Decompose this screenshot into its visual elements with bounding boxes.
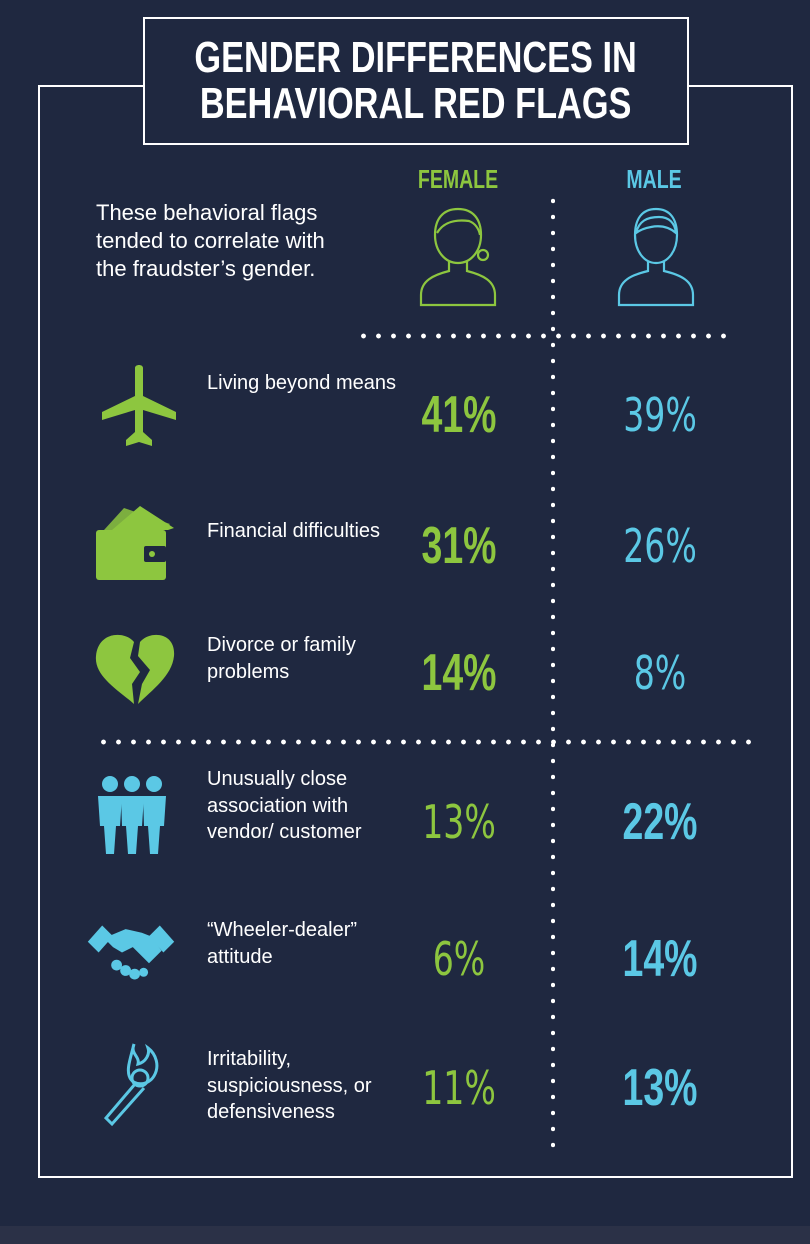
- male-value-irritability: 13%: [622, 1059, 698, 1117]
- column-divider: [551, 193, 555, 1153]
- row-label-divorce: Divorce or family problems: [207, 634, 356, 683]
- burning-match-icon: [103, 1043, 159, 1127]
- male-value-close-association: 22%: [622, 793, 698, 851]
- male-column-header: MALE: [626, 164, 682, 194]
- header-divider: [356, 333, 736, 339]
- title-line-1: GENDER DIFFERENCES IN: [194, 33, 638, 82]
- row-label-close-association: Unusually close association with vendor/…: [207, 768, 362, 843]
- female-value-wheeler-dealer: 6%: [432, 932, 486, 986]
- intro-text: These behavioral flags tended to correla…: [96, 200, 325, 281]
- female-person-icon: [419, 207, 497, 307]
- handshake-icon: [87, 925, 175, 980]
- row-label-irritability: Irritability, suspiciousness, or defensi…: [207, 1048, 372, 1123]
- female-value-living-beyond-means: 41%: [421, 386, 497, 444]
- male-value-financial-difficulties: 26%: [623, 519, 697, 573]
- row-label-wheeler-dealer: “Wheeler-dealer” attitude: [207, 919, 358, 968]
- bottom-strip: [0, 1226, 810, 1244]
- female-value-irritability: 11%: [422, 1061, 496, 1115]
- row-label-financial-difficulties: Financial difficulties: [207, 520, 381, 542]
- male-value-wheeler-dealer: 14%: [622, 930, 698, 988]
- broken-heart-icon: [95, 634, 175, 704]
- female-value-close-association: 13%: [422, 795, 496, 849]
- female-column-header: FEMALE: [417, 164, 499, 194]
- female-value-divorce: 14%: [421, 644, 497, 702]
- male-value-divorce: 8%: [633, 646, 687, 700]
- title-box: GENDER DIFFERENCES IN BEHAVIORAL RED FLA…: [143, 17, 689, 145]
- airplane-icon: [102, 365, 176, 446]
- row-label-living-beyond-means: Living beyond means: [207, 372, 397, 394]
- title-line-2: BEHAVIORAL RED FLAGS: [200, 79, 632, 128]
- wallet-icon: [96, 506, 174, 580]
- group-divider: [96, 739, 752, 745]
- male-value-living-beyond-means: 39%: [623, 388, 697, 442]
- male-person-icon: [617, 207, 695, 307]
- female-value-financial-difficulties: 31%: [421, 517, 497, 575]
- people-group-icon: [98, 776, 166, 854]
